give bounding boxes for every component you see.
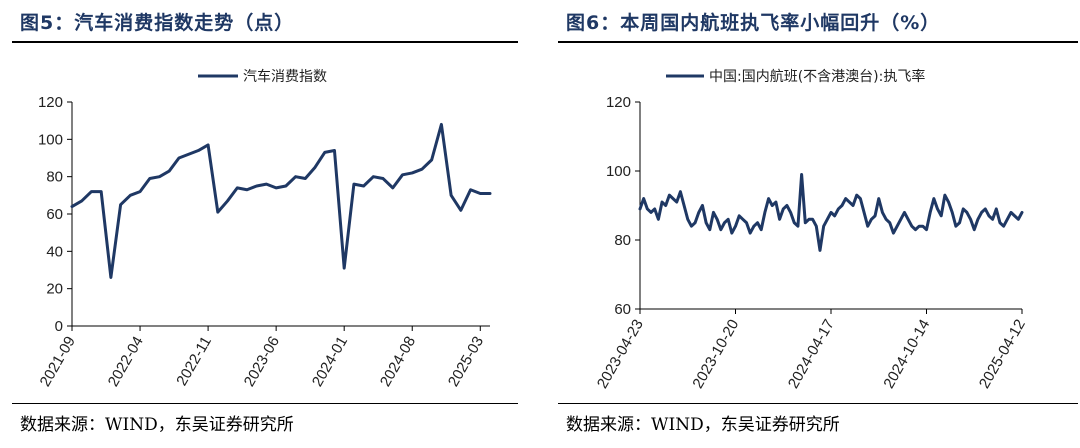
fig6-x-tick-label: 2023-10-20	[689, 316, 742, 391]
fig6-x-tick-label: 2023-04-23	[594, 316, 647, 391]
fig6-series-line	[638, 172, 1024, 252]
fig5-x-tick-label: 2021-09	[37, 333, 79, 389]
fig5-x-tick-label: 2022-04	[105, 333, 147, 389]
fig6-x-tick-label: 2025-04-12	[976, 316, 1029, 391]
figure-5-panel: 图5：汽车消费指数走势（点） 0 20 40 60 80 100 120 2021-09 202…	[0, 0, 530, 448]
fig5-x-tick-label: 2024-01	[309, 333, 351, 389]
fig6-y-tick-label: 120	[606, 94, 631, 111]
fig6-y-tick-label: 60	[614, 301, 631, 318]
figure-5-chart: 0 20 40 60 80 100 120 2021-09 2022-04 2022-11 2023…	[37, 68, 492, 390]
fig5-series-line	[70, 122, 492, 279]
figure-6-source: 数据来源：WIND，东吴证券研究所	[566, 415, 840, 435]
fig5-y-tick-label: 0	[55, 318, 63, 335]
fig5-legend-label: 汽车消费指数	[243, 68, 327, 85]
fig5-x-tick-label: 2022-11	[173, 333, 215, 388]
fig5-x-tick-label: 2023-06	[241, 333, 283, 389]
fig5-y-tick-label: 80	[46, 169, 63, 186]
fig5-x-tick-label: 2025-03	[445, 333, 487, 389]
fig5-y-tick-label: 20	[46, 281, 63, 298]
fig5-y-tick-label: 40	[46, 243, 63, 260]
figure-5-top-rule	[12, 41, 518, 43]
figure-5-source: 数据来源：WIND，东吴证券研究所	[20, 415, 294, 435]
figure-6-title: 图6：本周国内航班执飞率小幅回升（%）	[566, 12, 941, 34]
figure-6-chart: 60 80 100 120 2023-04-23 2023-10-20 2024-04-17…	[594, 68, 1029, 391]
fig5-y-tick-label: 100	[38, 131, 63, 148]
fig6-y-tick-label: 80	[614, 232, 631, 249]
fig5-y-tick-label: 60	[46, 206, 63, 223]
fig5-x-tick-label: 2024-08	[377, 333, 419, 389]
figure-5-bottom-rule	[12, 403, 518, 404]
figure-6-panel: 图6：本周国内航班执飞率小幅回升（%） 60 80 100 120 2023-04-23…	[552, 0, 1080, 448]
fig6-x-tick-label: 2024-04-17	[785, 316, 838, 391]
fig6-y-tick-label: 100	[606, 163, 631, 180]
fig6-x-tick-label: 2024-10-14	[880, 316, 933, 391]
figure-6-bottom-rule	[558, 403, 1078, 404]
fig6-legend-label: 中国:国内航班(不含港澳台):执飞率	[709, 68, 925, 85]
figure-6-top-rule	[558, 41, 1078, 43]
figure-5-title: 图5：汽车消费指数走势（点）	[20, 12, 295, 34]
fig5-y-tick-label: 120	[38, 94, 63, 111]
